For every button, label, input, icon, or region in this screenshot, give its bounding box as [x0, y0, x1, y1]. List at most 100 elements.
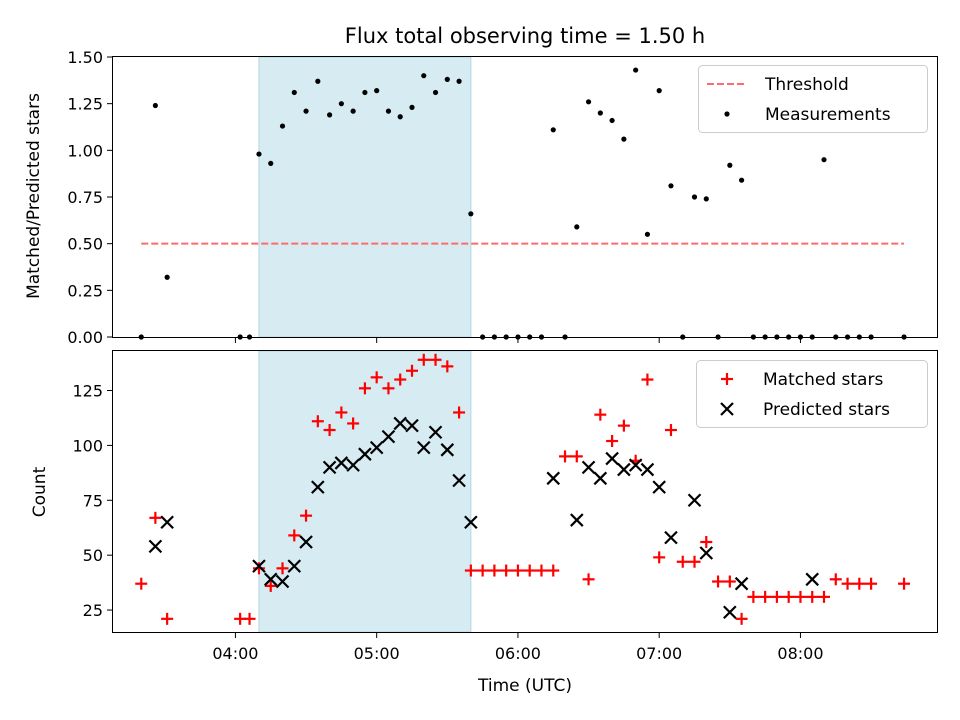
observing-window-span-bottom	[258, 350, 472, 633]
matched-star-point	[323, 424, 336, 437]
y-axis-top: 0.00 0.25 0.50 0.75 1.00 1.25 1.50	[67, 48, 113, 347]
measurement-point	[609, 117, 615, 124]
predicted-star-point	[346, 458, 360, 472]
matched-star-point	[794, 590, 807, 603]
predicted-star-point	[546, 471, 561, 486]
predicted-star-point	[322, 460, 337, 475]
matched-star-point	[476, 564, 489, 577]
measurement-point	[468, 211, 474, 217]
matched-star-point	[347, 417, 360, 430]
measurement-point	[268, 160, 274, 166]
predicted-star-point	[687, 493, 702, 508]
matched-star-point	[759, 590, 772, 603]
predicted-star-point	[581, 460, 596, 475]
measurement-point	[409, 104, 415, 110]
chart-title-top: Flux total observing time = 1.50 h	[345, 24, 705, 48]
matched-star-point	[135, 577, 148, 590]
matched-star-point	[664, 424, 677, 437]
legend-measurements-swatch	[724, 111, 730, 117]
x-axis-top-ticks	[234, 337, 801, 343]
legend-matched-swatch	[721, 373, 733, 385]
matched-star-point	[898, 577, 911, 590]
measurement-point	[432, 89, 439, 96]
matched-star-point	[735, 612, 748, 625]
x-tick-label: 05:00	[354, 644, 400, 663]
measurement-point	[738, 177, 745, 183]
x-tick-label: 08:00	[777, 644, 823, 663]
measurement-point	[644, 231, 651, 237]
matched-star-point	[488, 564, 501, 577]
y-tick-label: 0.75	[67, 188, 103, 207]
measurement-point	[550, 127, 556, 133]
x-tick-label: 04:00	[212, 644, 258, 663]
x-tick-label: 06:00	[495, 644, 541, 663]
y-axis-label-bottom: Count	[30, 466, 50, 517]
measurement-point	[397, 114, 403, 120]
measurement-point	[303, 108, 309, 114]
legend-predicted-label: Predicted stars	[763, 400, 890, 420]
matched-star-point	[676, 555, 689, 568]
y-tick-label: 0.00	[67, 328, 103, 347]
measurement-point	[597, 110, 603, 116]
measurement-point	[291, 89, 297, 96]
matched-star-point	[817, 590, 830, 603]
y-axis-bottom: 25 50 75 100 125	[72, 382, 113, 620]
predicted-star-point	[148, 539, 163, 554]
predicted-star-point	[334, 456, 349, 470]
matched-star-point	[700, 535, 713, 548]
matched-star-point	[243, 612, 256, 625]
predicted-star-point	[723, 605, 737, 620]
matched-star-point	[161, 612, 174, 625]
matched-star-point	[594, 408, 607, 421]
plot-area-top	[112, 56, 938, 340]
measurement-point	[821, 157, 827, 163]
matched-star-point	[500, 564, 513, 577]
predicted-star-point	[393, 416, 408, 431]
matched-star-point	[311, 415, 324, 428]
predicted-star-point	[358, 447, 372, 461]
predicted-star-point	[252, 559, 266, 573]
matched-star-point	[405, 364, 418, 377]
measurement-point	[256, 151, 262, 157]
measurement-point	[350, 108, 356, 114]
measurement-point	[703, 196, 709, 202]
measurement-point	[727, 162, 733, 168]
matched-star-point	[829, 573, 842, 586]
x-tick-label: 07:00	[636, 644, 682, 663]
measurement-point	[326, 112, 333, 118]
y-tick-label: 1.00	[67, 141, 103, 160]
matched-star-point	[149, 511, 162, 524]
measurement-point	[152, 102, 158, 109]
predicted-star-point	[275, 574, 290, 589]
predicted-star-point	[287, 559, 302, 573]
predicted-star-point	[440, 443, 455, 457]
predicted-star-point	[652, 480, 666, 494]
measurement-point	[691, 194, 698, 200]
observing-window-span-top	[258, 56, 472, 338]
matched-star-point	[523, 564, 536, 577]
predicted-star-point	[593, 471, 608, 486]
measurement-point	[338, 101, 344, 107]
matched-star-point	[617, 419, 630, 432]
predicted-star-point	[734, 576, 749, 591]
matched-star-point	[276, 562, 289, 575]
legend-measurements-label: Measurements	[765, 105, 891, 125]
matched-star-point	[806, 590, 819, 603]
matched-star-point	[723, 575, 736, 588]
predicted-star-point	[416, 440, 431, 455]
matched-star-point	[417, 353, 430, 366]
matched-star-point	[782, 590, 795, 603]
measurement-point	[621, 136, 627, 142]
measurement-point	[315, 78, 321, 84]
matched-star-point	[441, 360, 454, 373]
matched-star-point	[535, 564, 548, 577]
predicted-star-point	[405, 418, 419, 433]
legend-top: Threshold Measurements	[698, 65, 928, 133]
plot-area-bottom	[112, 350, 938, 633]
matched-star-point	[865, 577, 878, 590]
predicted-star-point	[640, 462, 655, 477]
axes-frame-bottom	[112, 350, 938, 633]
matched-star-point	[264, 579, 277, 592]
matched-star-point	[252, 562, 265, 575]
y-tick-label: 75	[83, 491, 103, 510]
